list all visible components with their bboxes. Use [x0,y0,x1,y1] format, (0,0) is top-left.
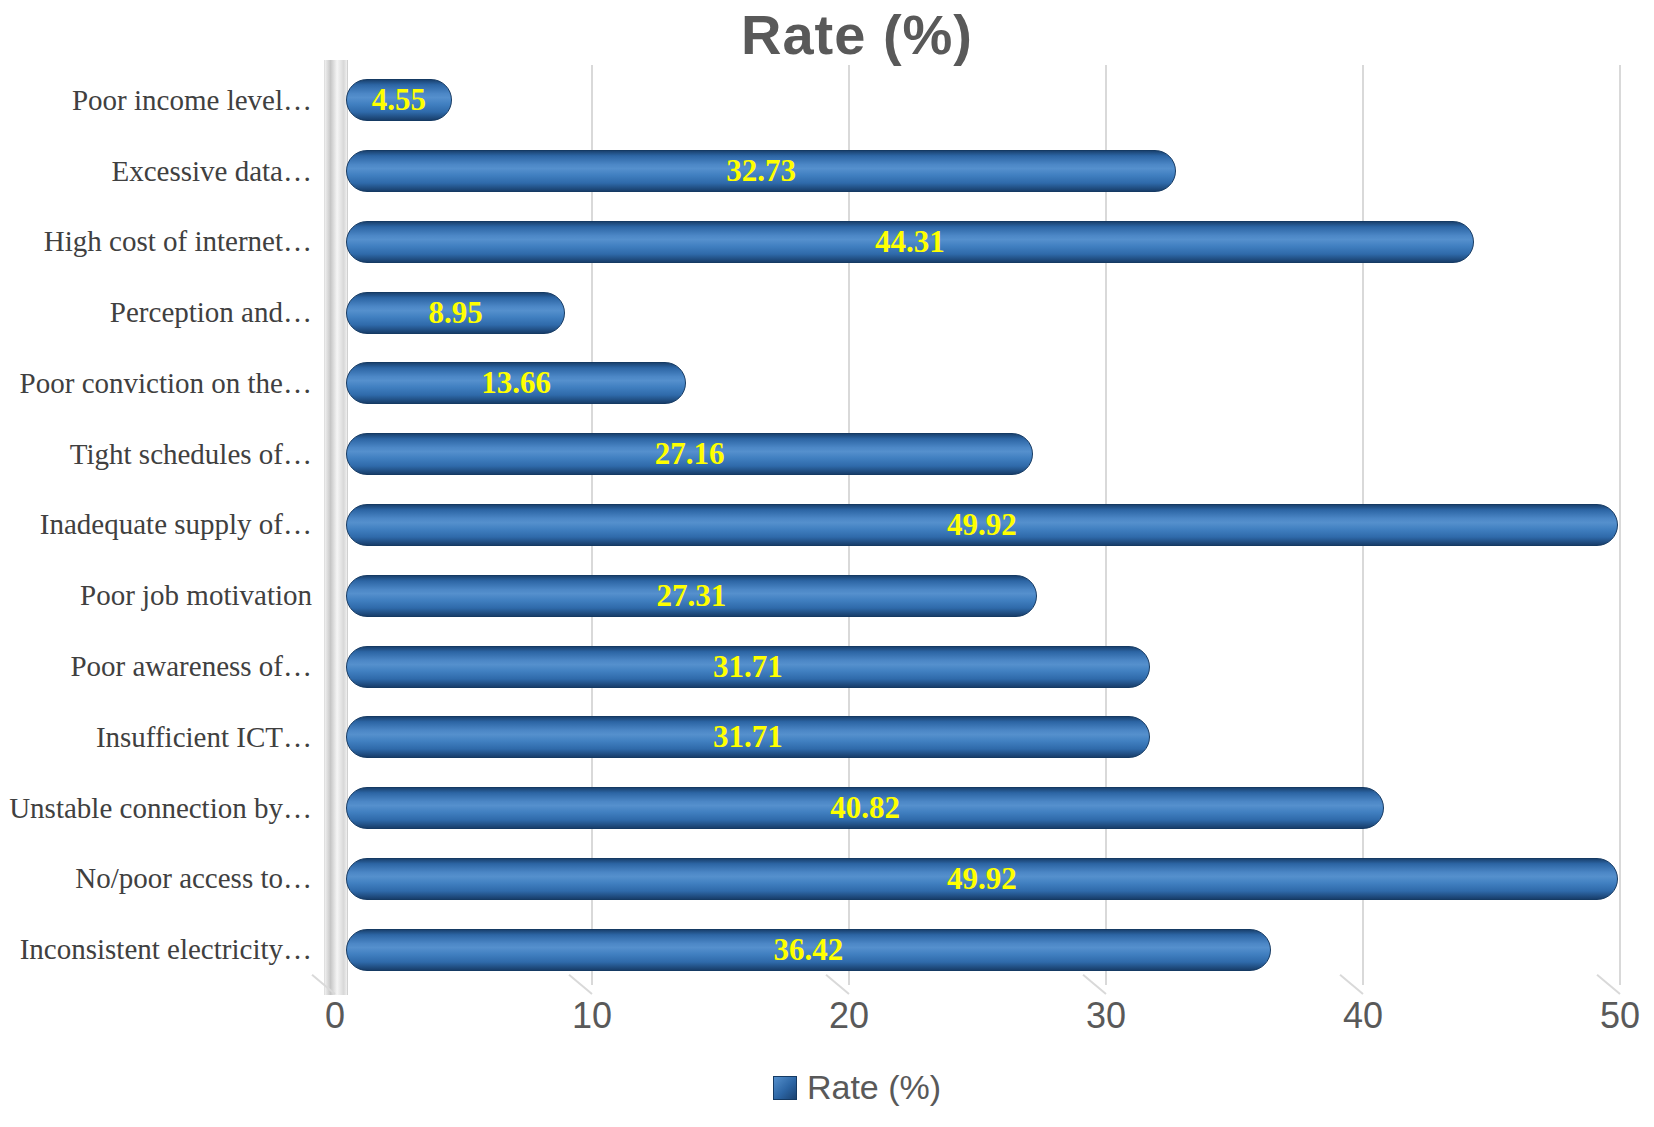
bar-data-label: 27.16 [347,434,1032,474]
bar-row: 44.31 [335,207,1620,278]
value-axis: 01020304050 [335,995,1620,1045]
x-tick-label: 10 [572,995,612,1037]
bar-data-label: 32.73 [347,151,1175,191]
bar-data-label: 40.82 [347,788,1383,828]
legend-label: Rate (%) [807,1068,941,1107]
bar: 49.92 [346,858,1618,900]
bar-data-label: 49.92 [347,859,1617,899]
bar-row: 27.16 [335,419,1620,490]
x-tick-label: 0 [325,995,345,1037]
x-tick-label: 50 [1600,995,1640,1037]
bar: 31.71 [346,646,1150,688]
bar: 8.95 [346,292,565,334]
bar: 4.55 [346,79,452,121]
legend-marker-icon [773,1076,797,1100]
bar-chart: Rate (%) Poor income level…Excessive dat… [0,0,1654,1127]
category-label: Perception and… [0,277,322,348]
bar-row: 31.71 [335,702,1620,773]
bar: 49.92 [346,504,1618,546]
bar-row: 49.92 [335,490,1620,561]
bar: 40.82 [346,787,1384,829]
bar: 44.31 [346,221,1474,263]
category-label: Poor conviction on the… [0,348,322,419]
bar-data-label: 44.31 [347,222,1473,262]
bar-data-label: 8.95 [347,293,564,333]
category-label: Poor job motivation [0,560,322,631]
x-tick-label: 30 [1086,995,1126,1037]
bar-data-label: 27.31 [347,576,1036,616]
x-tick-label: 40 [1343,995,1383,1037]
bar: 27.31 [346,575,1037,617]
category-label: Insufficient ICT… [0,702,322,773]
category-label: High cost of internet… [0,207,322,278]
bar-row: 40.82 [335,773,1620,844]
plot-area: 4.55 32.73 44.31 8.95 13.66 27.16 49.92 27.31 31… [335,65,1620,985]
bar-row: 36.42 [335,914,1620,985]
bar-row: 27.31 [335,560,1620,631]
bar-data-label: 31.71 [347,647,1149,687]
legend: Rate (%) [60,1068,1654,1107]
bar-row: 49.92 [335,843,1620,914]
bar-row: 32.73 [335,136,1620,207]
bar-data-label: 13.66 [347,363,685,403]
bar-data-label: 31.71 [347,717,1149,757]
bar: 27.16 [346,433,1033,475]
category-label: Poor awareness of… [0,631,322,702]
bar-data-label: 4.55 [347,80,451,120]
bar-row: 4.55 [335,65,1620,136]
bar: 31.71 [346,716,1150,758]
category-label: Unstable connection by… [0,773,322,844]
x-tick-label: 20 [829,995,869,1037]
bar-data-label: 49.92 [347,505,1617,545]
bar-data-label: 36.42 [347,930,1270,970]
bar: 36.42 [346,929,1271,971]
category-label: Tight schedules of… [0,419,322,490]
bar-row: 13.66 [335,348,1620,419]
category-axis: Poor income level…Excessive data…High co… [0,65,322,985]
bar-row: 31.71 [335,631,1620,702]
category-label: No/poor access to… [0,843,322,914]
bar-row: 8.95 [335,277,1620,348]
category-label: Poor income level… [0,65,322,136]
category-label: Inconsistent electricity… [0,914,322,985]
chart-title: Rate (%) [60,2,1654,67]
bars-layer: 4.55 32.73 44.31 8.95 13.66 27.16 49.92 27.31 31… [335,65,1620,985]
bar: 13.66 [346,362,686,404]
category-label: Inadequate supply of… [0,490,322,561]
category-label: Excessive data… [0,136,322,207]
bar: 32.73 [346,150,1176,192]
